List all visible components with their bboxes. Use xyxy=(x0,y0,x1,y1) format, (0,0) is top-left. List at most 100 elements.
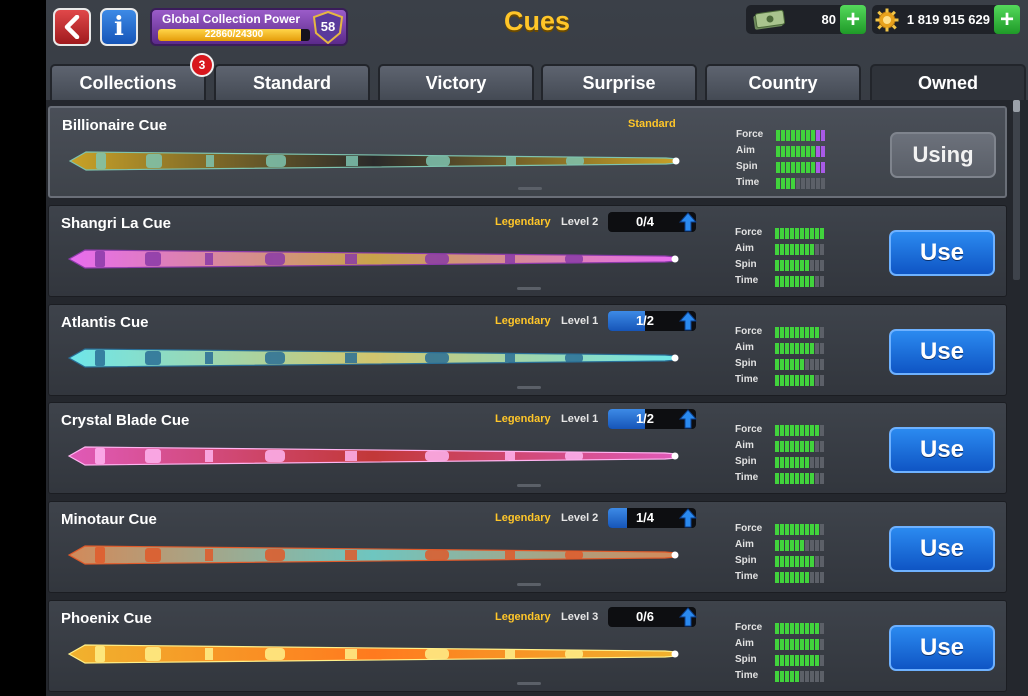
cue-row[interactable]: Shangri La Cue Legendary Level 2 0/4 xyxy=(48,205,1007,297)
stat-segment xyxy=(800,327,804,338)
use-button[interactable]: Use xyxy=(889,427,995,473)
collection-power-bar: 22860/24300 xyxy=(158,29,310,41)
use-button[interactable]: Use xyxy=(889,625,995,671)
stat-segment xyxy=(816,178,820,189)
cue-level: Level 1 xyxy=(561,413,599,425)
stat-segment xyxy=(785,524,789,535)
upgrade-progress-fill xyxy=(608,508,627,528)
stat-segment xyxy=(805,655,809,666)
stat-segment xyxy=(780,556,784,567)
add-coins-button[interactable]: + xyxy=(994,5,1020,34)
stat-segment xyxy=(795,359,799,370)
stat-segment xyxy=(775,623,779,634)
stat-segment xyxy=(805,276,809,287)
tab-surprise[interactable]: Surprise xyxy=(541,64,697,100)
stat-segment xyxy=(786,178,790,189)
stat-segment xyxy=(795,473,799,484)
upgrade-arrow-icon[interactable] xyxy=(679,212,697,232)
stat-segment xyxy=(785,276,789,287)
cash-icon xyxy=(753,9,786,30)
info-button[interactable]: i xyxy=(100,8,138,46)
stat-segment xyxy=(795,572,799,583)
tab-label: Owned xyxy=(917,72,978,93)
cue-level: Level 2 xyxy=(561,512,599,524)
stat-segment xyxy=(815,327,819,338)
stat-segment xyxy=(805,441,809,452)
tab-standard[interactable]: Standard xyxy=(214,64,370,100)
cue-name: Minotaur Cue xyxy=(61,511,157,528)
tab-victory[interactable]: Victory xyxy=(378,64,534,100)
stat-segment xyxy=(780,639,784,650)
upgrade-progress-text: 0/6 xyxy=(635,609,655,624)
stat-segment xyxy=(805,425,809,436)
using-button[interactable]: Using xyxy=(890,132,996,178)
tab-country[interactable]: Country xyxy=(705,64,861,100)
stat-segment xyxy=(790,572,794,583)
upgrade-arrow-icon[interactable] xyxy=(679,311,697,331)
stat-bar xyxy=(775,327,824,338)
stat-segment xyxy=(775,457,779,468)
upgrade-arrow-icon[interactable] xyxy=(679,508,697,528)
stat-segment xyxy=(791,146,795,157)
stat-segment xyxy=(795,671,799,682)
stat-bar xyxy=(775,375,824,386)
stat-segment xyxy=(795,343,799,354)
cue-tier: Legendary xyxy=(495,413,551,425)
stat-segment xyxy=(805,228,809,239)
stat-segment xyxy=(795,244,799,255)
cue-row[interactable]: Phoenix Cue Legendary Level 3 0/6 xyxy=(48,600,1007,692)
use-button[interactable]: Use xyxy=(889,526,995,572)
stat-segment xyxy=(785,655,789,666)
cue-list[interactable]: Billionaire Cue Standard Force xyxy=(46,100,1028,696)
stat-segment xyxy=(780,572,784,583)
stat-segment xyxy=(806,178,810,189)
stat-segment xyxy=(775,228,779,239)
cue-row[interactable]: Atlantis Cue Legendary Level 1 1/2 xyxy=(48,304,1007,396)
stat-segment xyxy=(810,441,814,452)
stat-segment xyxy=(805,572,809,583)
tab-collections[interactable]: Collections xyxy=(50,64,206,100)
stat-segment xyxy=(780,623,784,634)
stat-aim: Aim xyxy=(735,637,855,653)
tab-owned[interactable]: Owned xyxy=(870,64,1026,100)
cash-balance: 80 + xyxy=(746,5,866,34)
row-handle xyxy=(517,386,541,389)
scrollbar-track[interactable] xyxy=(1013,100,1020,280)
add-cash-button[interactable]: + xyxy=(840,5,866,34)
stat-segment xyxy=(795,639,799,650)
use-button[interactable]: Use xyxy=(889,329,995,375)
stat-segment xyxy=(815,623,819,634)
stat-segment xyxy=(820,671,824,682)
stat-segment xyxy=(810,671,814,682)
stat-segment xyxy=(815,441,819,452)
stat-segment xyxy=(815,228,819,239)
tab-label: Standard xyxy=(252,72,331,93)
cue-name: Phoenix Cue xyxy=(61,610,152,627)
stat-segment xyxy=(780,228,784,239)
global-collection-power[interactable]: Global Collection Power 22860/24300 58 xyxy=(150,8,348,46)
cue-row[interactable]: Crystal Blade Cue Legendary Level 1 1/2 xyxy=(48,402,1007,494)
stat-bar xyxy=(775,244,824,255)
stat-segment xyxy=(800,457,804,468)
stat-segment xyxy=(800,524,804,535)
upgrade-arrow-icon[interactable] xyxy=(679,607,697,627)
stat-spin: Spin xyxy=(735,554,855,570)
stat-label: Time xyxy=(736,177,760,188)
upgrade-arrow-icon[interactable] xyxy=(679,409,697,429)
cue-image xyxy=(68,151,680,171)
use-button[interactable]: Use xyxy=(889,230,995,276)
scrollbar-thumb[interactable] xyxy=(1013,100,1020,112)
stat-segment xyxy=(796,130,800,141)
stat-segment xyxy=(811,162,815,173)
stat-segment xyxy=(820,244,824,255)
stat-segment xyxy=(785,457,789,468)
stat-segment xyxy=(785,260,789,271)
stat-segment xyxy=(785,572,789,583)
stat-bar xyxy=(776,162,825,173)
cue-row[interactable]: Billionaire Cue Standard Force xyxy=(48,106,1007,198)
back-button[interactable] xyxy=(53,8,91,46)
cue-row[interactable]: Minotaur Cue Legendary Level 2 1/4 xyxy=(48,501,1007,593)
stat-segment xyxy=(796,162,800,173)
stat-force: Force xyxy=(735,522,855,538)
stat-segment xyxy=(800,343,804,354)
